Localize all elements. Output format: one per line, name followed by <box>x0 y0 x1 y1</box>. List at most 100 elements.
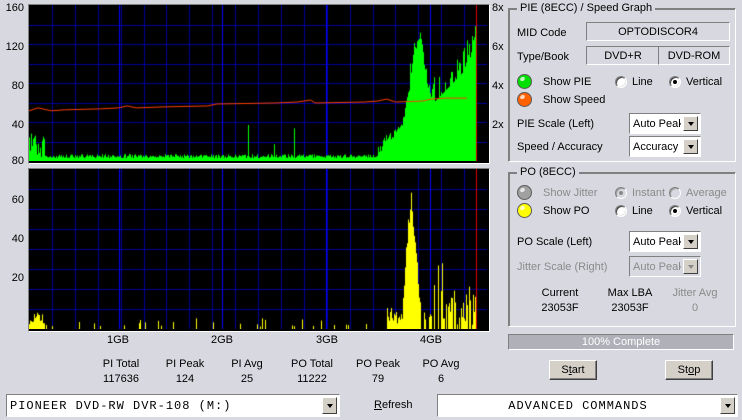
chevron-down-icon[interactable] <box>720 397 735 414</box>
stat-label: PO Total <box>291 358 333 370</box>
po-scale-value: Auto Peak <box>633 235 681 248</box>
jitter-scale-label: Jitter Scale (Right) <box>517 261 608 273</box>
stat-value: 124 <box>175 373 195 385</box>
stat-value: 11222 <box>297 373 327 385</box>
stat-po-total: PO Total 11222 <box>273 358 351 385</box>
show-po-label: Show PO <box>543 205 590 217</box>
stat-pi-peak: PI Peak 124 <box>146 358 224 385</box>
refresh-label[interactable]: Refresh <box>374 399 413 411</box>
po-ytick-40: 40 <box>11 233 24 245</box>
chevron-down-icon[interactable] <box>683 139 698 154</box>
po-vertical-radio[interactable] <box>669 205 681 217</box>
pie-speed-plot[interactable] <box>28 4 490 164</box>
stat-po-avg: PO Avg 6 <box>402 358 480 385</box>
start-button-label: Start <box>561 364 585 376</box>
jitter-instant-label: Instant <box>632 187 666 199</box>
speed-accuracy-select[interactable]: Accuracy <box>629 136 701 157</box>
max-lba-value: 23053F <box>611 302 649 314</box>
type-value: DVD+R <box>586 46 660 65</box>
x-tick-3gb: 3GB <box>315 334 338 346</box>
jitter-scale-value: Auto Peak <box>633 260 681 273</box>
current-label: Current <box>541 287 579 299</box>
po-scale-label: PO Scale (Left) <box>517 236 593 248</box>
pie-scale-label: PIE Scale (Left) <box>517 118 595 130</box>
stat-po-peak: PO Peak 79 <box>339 358 417 385</box>
stat-value: 6 <box>437 373 445 385</box>
stat-value: 117636 <box>103 373 139 385</box>
jitter-avg-label: Jitter Avg <box>672 287 718 299</box>
type-book-label: Type/Book <box>517 51 569 63</box>
jitter-avg-stat: Jitter Avg 0 <box>655 287 735 314</box>
po-ytick-60: 60 <box>11 194 24 206</box>
po-group-title: PO (8ECC) <box>517 166 579 178</box>
pie-scale-value: Auto Peak <box>633 117 681 130</box>
refresh-rest: efresh <box>381 399 413 411</box>
stop-button-label: Stop <box>677 364 701 376</box>
book-value: DVD-ROM <box>658 46 730 65</box>
pie-speed-group-title: PIE (8ECC) / Speed Graph <box>517 2 656 14</box>
show-jitter-led-icon <box>517 185 532 200</box>
current-lba-stat: Current 23053F <box>520 287 600 314</box>
drive-select[interactable]: PIONEER DVD-RW DVR-108 (M:) <box>6 394 340 417</box>
jitter-avg-value: 0 <box>691 302 699 314</box>
stop-button[interactable]: Stop <box>665 360 713 380</box>
jitter-average-label: Average <box>686 187 727 199</box>
pie-ytick-120: 120 <box>5 41 24 53</box>
stat-label: PI Total <box>102 358 140 370</box>
pie-ytick-80: 80 <box>11 80 24 92</box>
mid-code-label: MID Code <box>517 27 567 39</box>
show-pie-led-icon[interactable] <box>517 74 532 89</box>
po-ytick-20: 20 <box>11 272 24 284</box>
po-plot[interactable] <box>28 168 490 332</box>
x-tick-2gb: 2GB <box>210 334 233 346</box>
start-button[interactable]: Start <box>549 360 597 380</box>
show-pie-label: Show PIE <box>543 76 592 88</box>
stat-value: 25 <box>240 373 254 385</box>
show-speed-led-icon[interactable] <box>517 92 532 107</box>
show-po-led-icon[interactable] <box>517 203 532 218</box>
pie-line-radio[interactable] <box>615 76 627 88</box>
speed-ytick-6x: 6x <box>492 41 504 53</box>
speed-ytick-2x: 2x <box>492 119 504 131</box>
po-ytick-80: 80 <box>11 155 24 167</box>
advanced-commands-value: ADVANCED COMMANDS <box>508 398 648 413</box>
speed-accuracy-label: Speed / Accuracy <box>517 141 603 153</box>
progress-bar: 100% Complete <box>508 334 734 350</box>
current-value: 23053F <box>541 302 579 314</box>
po-line-label[interactable]: Line <box>632 205 653 217</box>
x-tick-1gb: 1GB <box>106 334 129 346</box>
advanced-commands-select[interactable]: ADVANCED COMMANDS <box>437 394 738 417</box>
pie-vertical-radio[interactable] <box>669 76 681 88</box>
speed-ytick-8x: 8x <box>492 2 504 14</box>
mid-code-value: OPTODISCOR4 <box>586 22 730 41</box>
show-jitter-label: Show Jitter <box>543 187 598 199</box>
max-lba-label: Max LBA <box>607 287 653 299</box>
po-group <box>508 172 736 327</box>
stat-pi-total: PI Total 117636 <box>82 358 160 385</box>
stat-label: PO Peak <box>355 358 401 370</box>
chevron-down-icon <box>683 259 698 274</box>
pie-scale-select[interactable]: Auto Peak <box>629 113 701 134</box>
chevron-down-icon[interactable] <box>683 234 698 249</box>
pie-vertical-label[interactable]: Vertical <box>686 76 723 88</box>
jitter-average-radio <box>669 187 681 199</box>
pie-ytick-40: 40 <box>11 119 24 131</box>
po-scale-select[interactable]: Auto Peak <box>629 231 701 252</box>
chevron-down-icon[interactable] <box>683 116 698 131</box>
pie-ytick-160: 160 <box>5 2 24 14</box>
jitter-scale-select: Auto Peak <box>629 256 701 277</box>
stat-label: PO Avg <box>422 358 460 370</box>
po-line-radio[interactable] <box>615 205 627 217</box>
jitter-instant-radio <box>615 187 627 199</box>
drive-value: PIONEER DVD-RW DVR-108 (M:) <box>10 398 232 413</box>
x-tick-4gb: 4GB <box>419 334 442 346</box>
chevron-down-icon[interactable] <box>322 397 337 414</box>
stat-label: PI Avg <box>231 358 263 370</box>
pie-line-label[interactable]: Line <box>632 76 653 88</box>
progress-label: 100% Complete <box>581 336 661 348</box>
max-lba-stat: Max LBA 23053F <box>590 287 670 314</box>
po-vertical-label[interactable]: Vertical <box>686 205 723 217</box>
stat-value: 79 <box>371 373 385 385</box>
show-speed-label: Show Speed <box>543 94 606 106</box>
